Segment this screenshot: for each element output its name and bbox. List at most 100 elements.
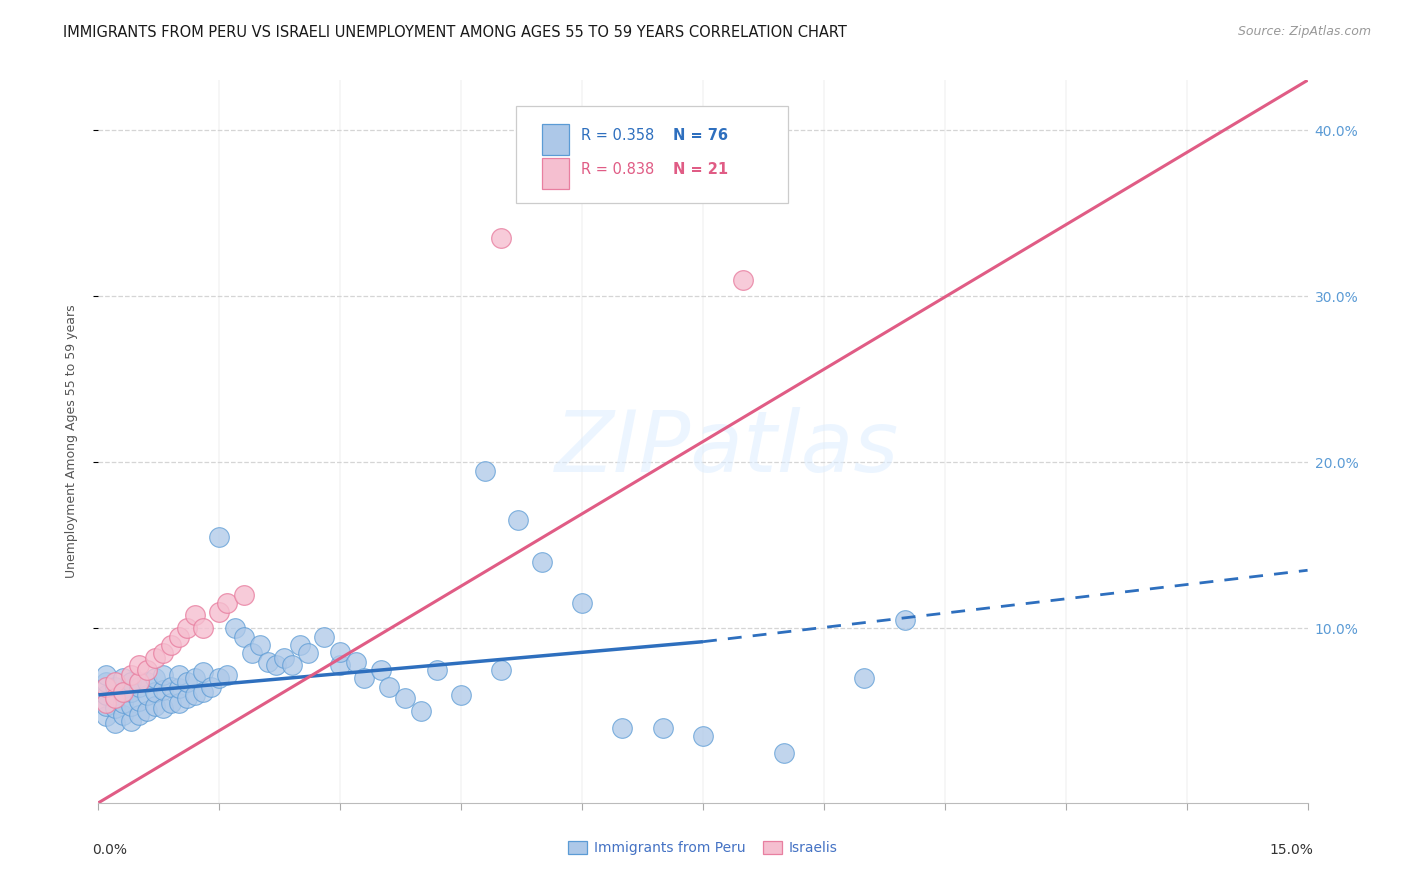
Point [96,709,118,723]
Point [176,691,198,706]
Point [111,707,134,722]
Point [370,663,392,677]
Point [120,684,142,698]
Point [96,668,118,682]
Point [96,688,118,702]
Point [103,716,125,731]
Point [111,684,134,698]
Point [314,630,336,644]
Point [152,701,174,715]
Point [176,621,198,635]
Point [506,513,529,527]
Point [450,688,472,702]
Point [152,668,174,682]
Point [152,646,174,660]
Point [96,699,118,714]
Point [120,668,142,682]
Legend: Immigrants from Peru, Israelis: Immigrants from Peru, Israelis [562,836,844,861]
Point [135,705,157,719]
Point [733,272,755,286]
Point [96,680,118,694]
Text: 0.0%: 0.0% [93,843,128,856]
Text: R = 0.838: R = 0.838 [581,162,654,178]
Point [264,657,287,672]
Point [297,646,319,660]
Point [143,671,166,685]
Point [329,645,352,659]
Point [103,688,125,702]
Point [208,671,231,685]
Text: R = 0.358: R = 0.358 [581,128,654,144]
Point [893,613,915,627]
Point [217,597,239,611]
Point [249,638,271,652]
Point [426,663,449,677]
Point [256,655,278,669]
Point [160,638,183,652]
Point [474,464,496,478]
Point [217,668,239,682]
Point [692,730,714,744]
Point [208,530,231,544]
Point [160,696,183,710]
Point [612,721,634,735]
Point [120,714,142,729]
Point [128,680,150,694]
Point [491,231,513,245]
Point [128,657,150,672]
Point [167,630,190,644]
Point [224,621,246,635]
Point [772,746,794,760]
Point [103,691,125,706]
Point [103,674,125,689]
Point [344,655,367,669]
Point [135,663,157,677]
Point [135,688,157,702]
Point [353,671,375,685]
Point [377,680,399,694]
Point [329,657,352,672]
Point [111,684,134,698]
Point [167,668,190,682]
Point [167,681,190,696]
Point [128,707,150,722]
Point [409,705,432,719]
Point [491,663,513,677]
Point [167,696,190,710]
FancyBboxPatch shape [543,124,569,154]
Point [273,651,295,665]
Point [184,671,207,685]
Text: IMMIGRANTS FROM PERU VS ISRAELI UNEMPLOYMENT AMONG AGES 55 TO 59 YEARS CORRELATI: IMMIGRANTS FROM PERU VS ISRAELI UNEMPLOY… [63,25,848,40]
Point [571,597,593,611]
Text: N = 21: N = 21 [672,162,728,178]
Y-axis label: Unemployment Among Ages 55 to 59 years: Unemployment Among Ages 55 to 59 years [65,305,77,578]
Point [120,674,142,689]
Point [143,684,166,698]
Point [96,696,118,710]
Point [103,680,125,694]
Point [232,588,254,602]
Point [103,701,125,715]
Text: N = 76: N = 76 [672,128,728,144]
Text: Source: ZipAtlas.com: Source: ZipAtlas.com [1237,25,1371,38]
Point [193,621,215,635]
Point [193,665,215,679]
Point [281,657,304,672]
Point [143,699,166,714]
Point [128,674,150,689]
Point [193,684,215,698]
Point [394,691,416,706]
Point [143,651,166,665]
Point [111,671,134,685]
Point [96,674,118,689]
Text: 15.0%: 15.0% [1270,843,1313,856]
Text: ZIPatlas: ZIPatlas [555,408,900,491]
Point [288,638,311,652]
FancyBboxPatch shape [543,158,569,189]
Point [530,555,553,569]
Point [232,630,254,644]
Point [135,674,157,689]
Point [651,721,673,735]
Point [200,680,222,694]
Point [240,646,263,660]
